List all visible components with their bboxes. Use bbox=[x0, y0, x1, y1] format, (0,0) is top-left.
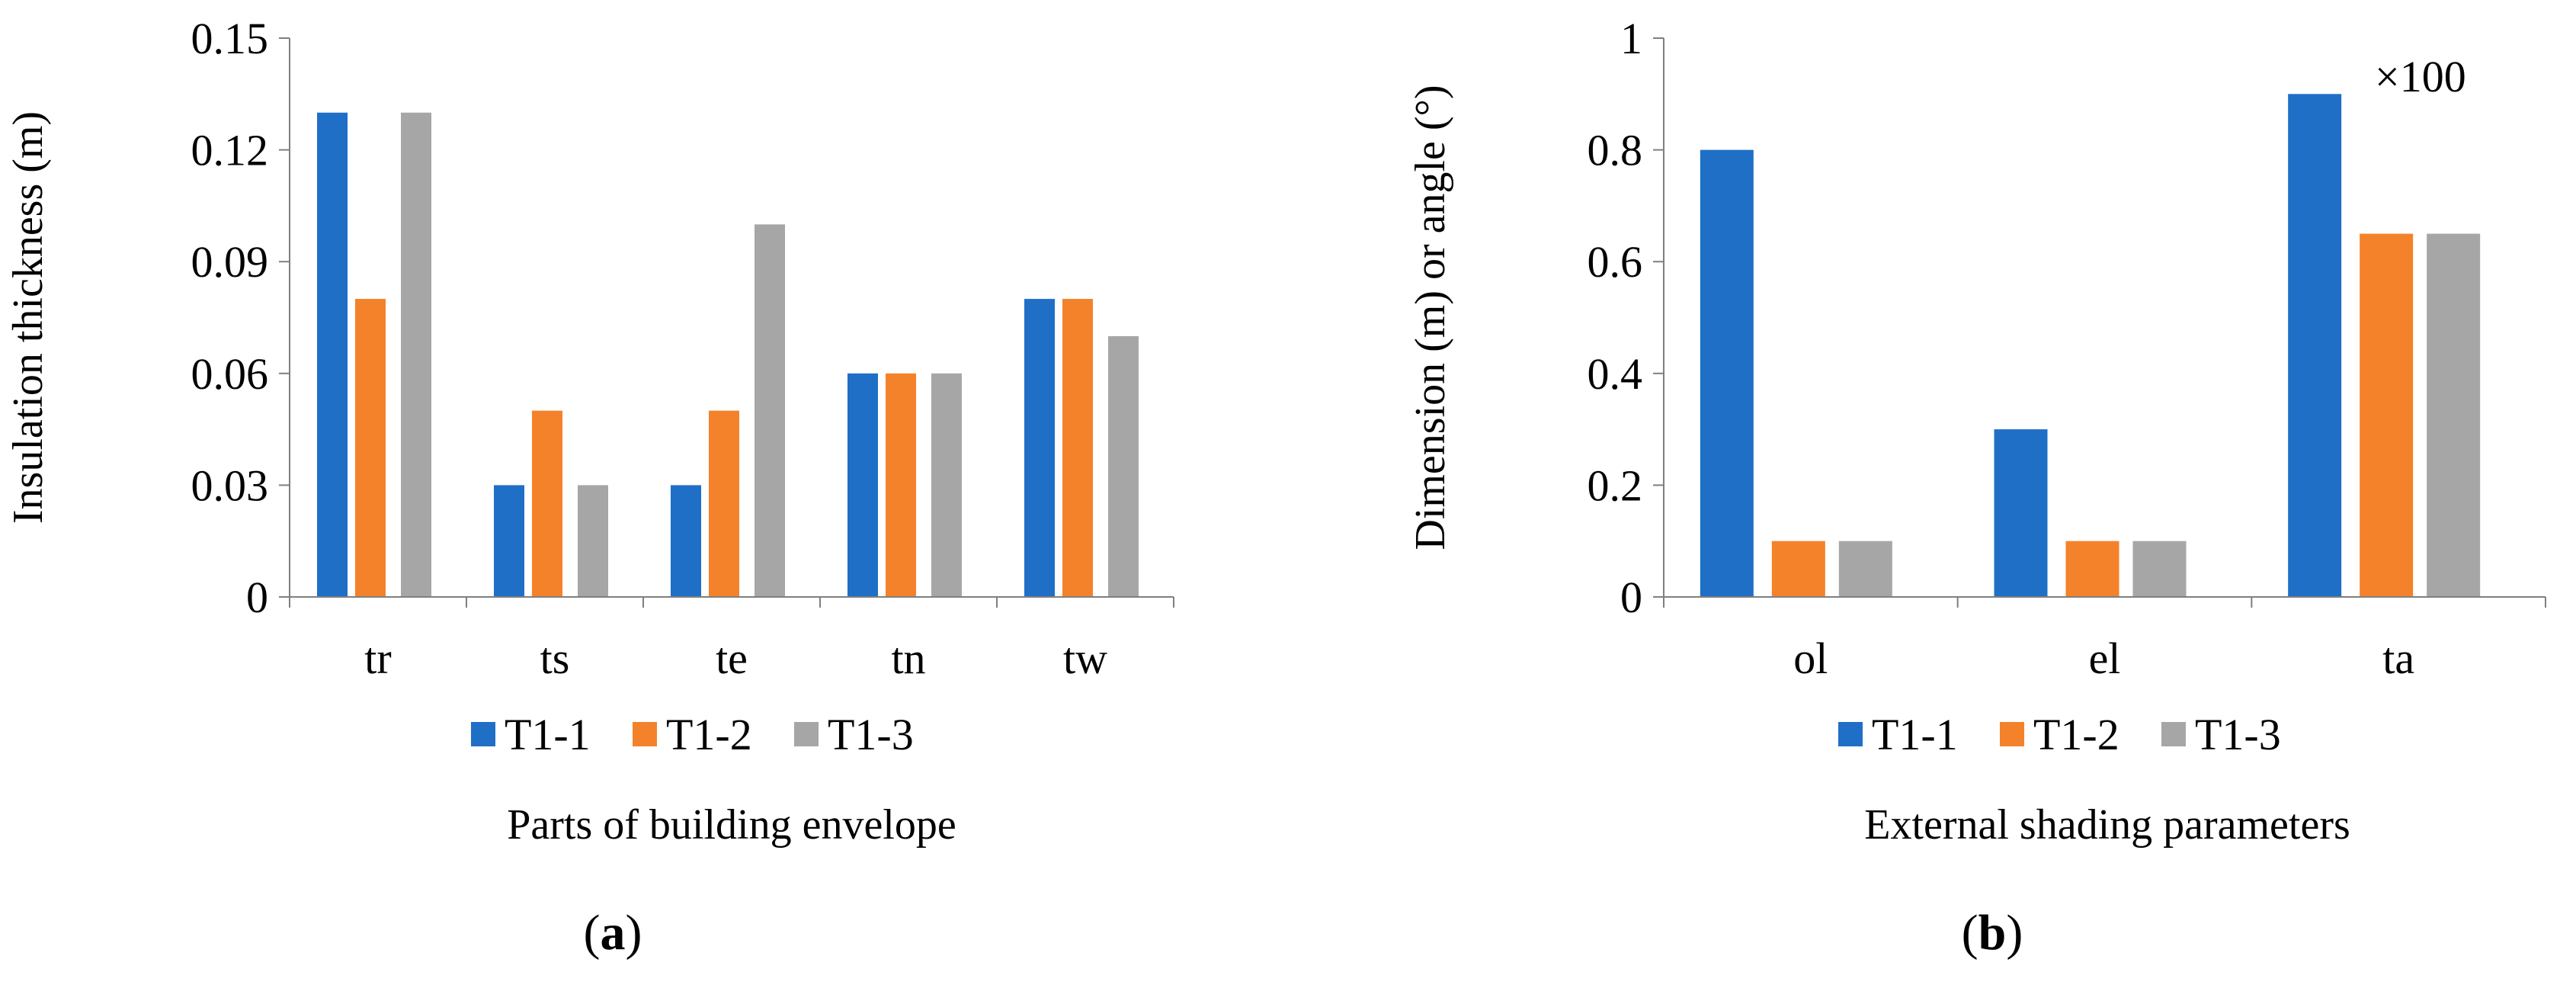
legend-swatch-t1-2 bbox=[2000, 722, 2024, 746]
bar-t1-3-te bbox=[755, 224, 785, 597]
x-tick-label-ts: ts bbox=[540, 634, 570, 683]
caption-paren-open: ( bbox=[584, 905, 601, 961]
x-tick-label-te: te bbox=[716, 634, 748, 683]
panel-caption: (b) bbox=[1962, 905, 2023, 961]
bar-t1-3-ta bbox=[2427, 233, 2481, 597]
caption-letter: a bbox=[601, 905, 626, 961]
legend-swatch-t1-3 bbox=[2161, 722, 2186, 746]
x-tick-label-ol: ol bbox=[1793, 634, 1828, 683]
bar-t1-1-tn bbox=[847, 373, 878, 597]
bar-t1-3-ts bbox=[578, 485, 608, 597]
bar-t1-2-el bbox=[2065, 541, 2119, 597]
legend-label-t1-2: T1-2 bbox=[2033, 710, 2119, 759]
bar-t1-2-tn bbox=[886, 373, 916, 597]
y-tick-label: 0.8 bbox=[1588, 126, 1643, 175]
bar-t1-1-el bbox=[1994, 429, 2048, 597]
y-tick-label: 0 bbox=[1620, 573, 1642, 622]
bar-t1-1-tr bbox=[317, 112, 348, 597]
x-tick-label-tw: tw bbox=[1063, 634, 1107, 683]
bar-t1-2-ts bbox=[532, 410, 562, 597]
legend-swatch-t1-2 bbox=[633, 722, 657, 746]
y-tick-label: 0.2 bbox=[1588, 460, 1643, 510]
x-axis-label: Parts of building envelope bbox=[507, 801, 956, 849]
caption-paren-close: ) bbox=[2006, 905, 2023, 961]
bar-t1-3-el bbox=[2132, 541, 2187, 597]
bar-t1-3-tn bbox=[931, 373, 962, 597]
y-axis-label: Dimension (m) or angle (°) bbox=[1407, 85, 1454, 550]
x-tick-label-ta: ta bbox=[2382, 634, 2414, 683]
bar-t1-1-te bbox=[671, 485, 701, 597]
y-axis-label: Insulation thickness (m) bbox=[5, 111, 52, 524]
legend-swatch-t1-3 bbox=[794, 722, 819, 746]
panel-b-chart: 0 0.2 0.4 0.6 0.8 1 ol el ta Dimension (m) or ang… bbox=[1407, 14, 2546, 961]
legend-label-t1-1: T1-1 bbox=[1872, 710, 1958, 759]
y-tick-label: 0.4 bbox=[1588, 349, 1643, 399]
bar-t1-1-ol bbox=[1700, 149, 1754, 598]
legend-label-t1-3: T1-3 bbox=[2195, 710, 2281, 759]
y-tick-label: 0 bbox=[246, 573, 268, 622]
y-tick-label: 1 bbox=[1620, 14, 1642, 63]
caption-letter: b bbox=[1978, 905, 2007, 961]
x-axis-label: External shading parameters bbox=[1864, 801, 2350, 849]
bar-t1-1-tw bbox=[1024, 299, 1055, 597]
y-tick-label: 0.09 bbox=[191, 237, 269, 287]
y-tick-label: 0.6 bbox=[1588, 237, 1643, 287]
legend-swatch-t1-1 bbox=[1838, 722, 1863, 746]
panel-a-chart: 0 0.03 0.06 0.09 0.12 0.15 tr ts te tn tw Insulatio… bbox=[5, 14, 1174, 961]
y-tick-label: 0.15 bbox=[191, 14, 269, 63]
bar-t1-2-tw bbox=[1062, 299, 1093, 597]
y-tick-label: 0.03 bbox=[191, 460, 269, 510]
panel-caption: (a) bbox=[584, 905, 642, 961]
caption-paren-open: ( bbox=[1962, 905, 1978, 961]
legend-label-t1-1: T1-1 bbox=[505, 710, 591, 759]
bar-t1-2-te bbox=[709, 410, 739, 597]
y-tick-label: 0.12 bbox=[191, 126, 269, 175]
legend-label-t1-3: T1-3 bbox=[828, 710, 914, 759]
bar-t1-1-ts bbox=[494, 485, 524, 597]
bar-t1-2-tr bbox=[355, 299, 386, 597]
x-tick-label-el: el bbox=[2089, 634, 2121, 683]
bar-t1-3-tw bbox=[1108, 335, 1139, 597]
y-tick-label: 0.06 bbox=[191, 349, 269, 399]
x-tick-label-tn: tn bbox=[891, 634, 925, 683]
bar-t1-2-ta bbox=[2360, 233, 2414, 597]
bar-t1-1-ta bbox=[2288, 94, 2342, 598]
annotation-x100: ×100 bbox=[2375, 52, 2466, 101]
bar-t1-3-tr bbox=[401, 112, 431, 597]
bar-t1-3-ol bbox=[1838, 541, 1892, 597]
caption-paren-close: ) bbox=[626, 905, 642, 961]
legend-label-t1-2: T1-2 bbox=[666, 710, 752, 759]
legend-swatch-t1-1 bbox=[471, 722, 495, 746]
bar-t1-2-ol bbox=[1771, 541, 1825, 597]
x-tick-label-tr: tr bbox=[364, 634, 391, 683]
